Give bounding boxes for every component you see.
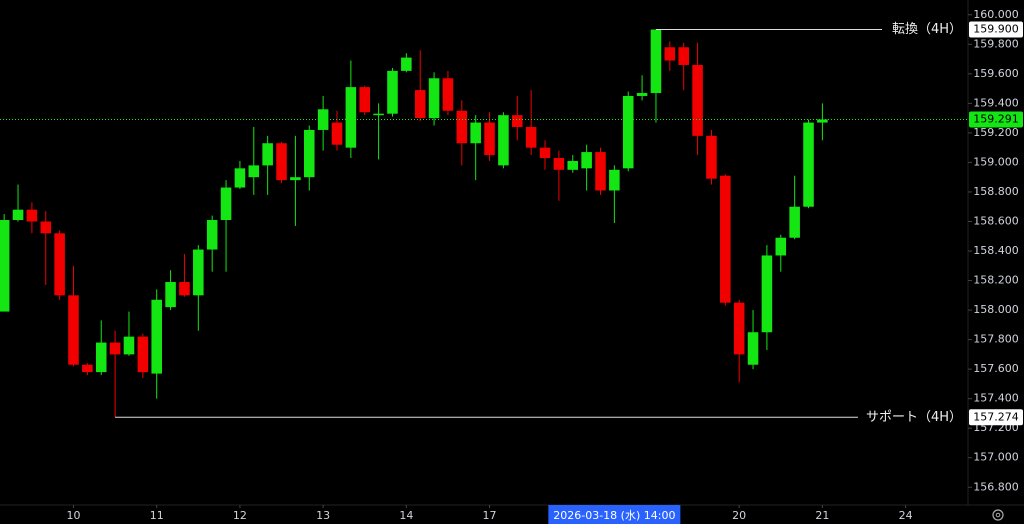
candle-body [12, 209, 24, 221]
y-tick-label: 157.600 [973, 362, 1019, 375]
candle-body [345, 87, 357, 148]
candle-body [234, 168, 246, 188]
y-tick-label: 159.200 [973, 126, 1019, 139]
candle-body [359, 87, 371, 113]
x-tick-label: 12 [233, 509, 247, 522]
y-tick-label: 158.200 [973, 274, 1019, 287]
candle-body [109, 342, 121, 355]
x-tick-label: 10 [67, 509, 81, 522]
candle-body [512, 115, 523, 127]
candle-body [401, 57, 412, 71]
candle-body [317, 109, 329, 130]
y-tick-label: 159.400 [973, 96, 1019, 109]
x-tick-label: 21 [815, 509, 829, 522]
candle-body [165, 282, 176, 308]
candle-body [525, 126, 537, 148]
candle-body [331, 122, 343, 145]
candle-body [248, 165, 260, 178]
candle-body [290, 177, 301, 181]
candle-body [40, 221, 52, 234]
candle-body [193, 249, 204, 296]
annotation-text: サポート（4H） [866, 410, 962, 425]
annotation-price: 159.900 [973, 23, 1019, 36]
candle-body [220, 187, 232, 221]
candle-body [26, 209, 38, 222]
candle-body [262, 143, 273, 166]
y-tick-label: 158.000 [973, 303, 1019, 316]
candle-body [442, 78, 454, 111]
candle-body [817, 119, 828, 123]
candle-body [581, 152, 592, 169]
annotation-price: 157.274 [973, 410, 1019, 423]
settings-icon[interactable] [992, 509, 1004, 521]
annotation-text: 転換（4H） [892, 22, 962, 37]
y-tick-label: 159.800 [973, 37, 1019, 50]
candle-body [206, 220, 218, 250]
candle-body [733, 302, 745, 355]
candle-body [622, 95, 634, 169]
y-tick-label: 156.800 [973, 480, 1019, 493]
candle-body [123, 336, 135, 355]
candle-body [373, 113, 384, 116]
candle-body [387, 70, 398, 114]
last-price-label: 159.291 [973, 112, 1019, 125]
x-tick-label: 13 [316, 509, 330, 522]
candle-body [789, 206, 800, 238]
y-tick-label: 160.000 [973, 8, 1019, 21]
candle-body [609, 169, 620, 191]
candle-body [95, 342, 107, 373]
candle-body [553, 157, 565, 170]
x-tick-label: 24 [899, 509, 913, 522]
candle-body [0, 220, 10, 312]
candle-body [761, 255, 773, 333]
candle-body [803, 122, 814, 207]
candle-body [775, 237, 787, 256]
candle-body [692, 64, 703, 136]
annotation-tag [969, 21, 1023, 38]
candle-body [498, 115, 509, 166]
x-tick-label: 14 [399, 509, 413, 522]
y-tick-label: 157.400 [973, 392, 1019, 405]
candle-body [539, 147, 551, 158]
candle-body [484, 122, 495, 156]
candle-body [151, 299, 162, 374]
candle-body [179, 282, 190, 296]
candle-body [747, 332, 759, 365]
x-tick-label: 11 [150, 509, 164, 522]
x-tick-label: 20 [732, 509, 746, 522]
y-tick-label: 157.000 [973, 451, 1019, 464]
candle-body [706, 135, 717, 179]
y-tick-label: 158.400 [973, 244, 1019, 257]
candle-body [720, 175, 731, 303]
y-tick-label: 159.600 [973, 67, 1019, 80]
y-tick-label: 158.800 [973, 185, 1019, 198]
candle-body [636, 93, 648, 96]
y-tick-label: 158.600 [973, 214, 1019, 227]
x-tick-label: 17 [483, 509, 497, 522]
candle-body [68, 295, 79, 365]
candle-body [82, 364, 93, 373]
candle-body [678, 47, 689, 65]
candle-body [54, 233, 65, 296]
candle-body [470, 122, 481, 144]
y-tick-label: 157.800 [973, 333, 1019, 346]
y-tick-label: 159.000 [973, 155, 1019, 168]
candle-body [303, 129, 315, 178]
crosshair-tag [548, 505, 681, 524]
candle-body [664, 47, 676, 61]
candle-body [428, 78, 440, 119]
candle-body [595, 152, 606, 191]
candle-body [567, 160, 579, 170]
candle-body [276, 143, 287, 181]
last-price-tag [969, 111, 1023, 128]
annotation-tag [969, 409, 1023, 426]
candle-body [137, 336, 149, 373]
crosshair-label: 2026-03-18 (水) 14:00 [553, 509, 675, 522]
candle-body [456, 110, 468, 144]
candle-body [650, 29, 662, 94]
candle-body [414, 90, 426, 119]
